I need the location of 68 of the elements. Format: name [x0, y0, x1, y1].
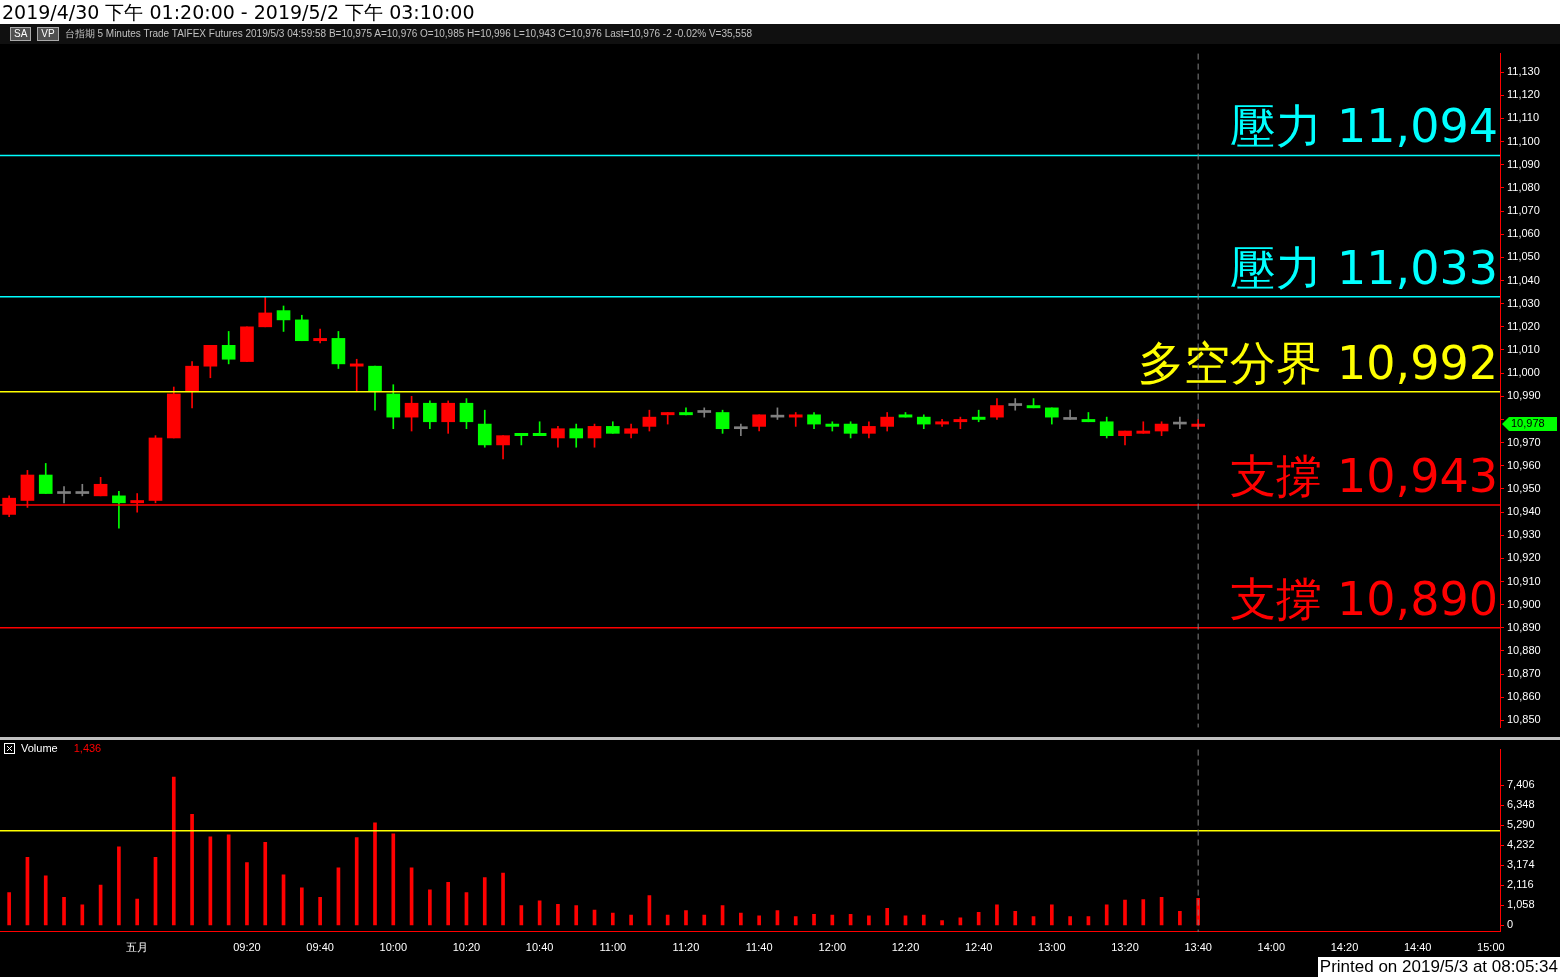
x-tick-label: 11:40	[745, 941, 773, 954]
ref-line-label: 壓力 11,033	[1230, 240, 1498, 295]
x-tick-label: 14:40	[1403, 941, 1432, 954]
y-tick-label: 1,058	[1507, 898, 1535, 911]
ref-line-label: 多空分界 10,992	[1138, 335, 1498, 390]
y-tick-label: 11,130	[1507, 65, 1540, 78]
x-tick-label: 12:00	[818, 941, 847, 954]
y-tick-label: 10,870	[1507, 667, 1541, 680]
ref-line-label: 壓力 11,094	[1230, 99, 1498, 154]
y-tick-label: 11,010	[1507, 343, 1540, 356]
y-tick-label: 11,120	[1507, 88, 1540, 101]
y-tick-label: 11,020	[1507, 319, 1540, 332]
text: 10,978	[1511, 417, 1545, 430]
y-tick-label: 10,900	[1507, 597, 1541, 610]
y-tick-label: 10,940	[1507, 505, 1541, 518]
text: VP	[37, 27, 59, 41]
x-tick-label: 09:20	[233, 941, 261, 954]
y-tick-label: 11,000	[1507, 366, 1540, 379]
text: Printed on 2019/5/3 at 08:05:34	[1317, 957, 1560, 977]
y-tick-label: 10,910	[1507, 574, 1541, 587]
y-tick-label: 10,850	[1507, 713, 1541, 726]
y-tick-label: 10,990	[1507, 389, 1541, 402]
y-tick-label: 10,960	[1507, 458, 1541, 471]
chart-title: Volume	[21, 742, 58, 754]
y-tick-label: 7,406	[1507, 778, 1535, 791]
y-tick-label: 10,860	[1507, 690, 1541, 703]
y-tick-label: 4,232	[1507, 838, 1535, 851]
y-tick-label: 10,920	[1507, 551, 1541, 564]
x-tick-label: 10:40	[525, 941, 554, 954]
x-tick-label: 12:20	[891, 941, 920, 954]
x-tick-label: 五月	[126, 941, 149, 954]
y-tick-label: 11,080	[1507, 180, 1540, 193]
x-tick-label: 10:00	[379, 941, 408, 954]
x-tick-label: 09:40	[306, 941, 334, 954]
y-tick-label: 10,880	[1507, 644, 1541, 657]
y-tick-label: 11,070	[1507, 204, 1540, 217]
y-tick-label: 11,040	[1507, 273, 1540, 286]
y-tick-label: 10,950	[1507, 481, 1541, 494]
y-tick-label: 10,930	[1507, 528, 1541, 541]
y-tick-label: 3,174	[1507, 858, 1535, 871]
y-tick-label: 11,090	[1507, 157, 1540, 170]
x-tick-label: 14:20	[1330, 941, 1359, 954]
x-tick-label: 13:00	[1038, 941, 1066, 954]
y-tick-label: 2,116	[1507, 878, 1534, 891]
x-tick-label: 11:20	[672, 941, 700, 954]
y-tick-label: 11,110	[1507, 111, 1540, 124]
ref-line-label: 支撐 10,890	[1230, 571, 1498, 626]
x-tick-label: 11:00	[599, 941, 627, 954]
y-tick-label: 11,030	[1507, 296, 1540, 309]
x-tick-label: 12:40	[964, 941, 993, 954]
x-tick-label: 13:40	[1184, 941, 1212, 954]
text: SA	[10, 27, 32, 41]
y-tick-label: 11,050	[1507, 250, 1540, 263]
x-tick-label: 10:20	[452, 941, 481, 954]
ref-line-label: 支撐 10,943	[1230, 449, 1498, 504]
chart-title: 2019/4/30 下午 01:20:00 - 2019/5/2 下午 03:10:00	[0, 0, 1560, 24]
y-tick-label: 10,970	[1507, 435, 1541, 448]
y-tick-label: 11,060	[1507, 227, 1540, 240]
y-tick-label: 11,100	[1507, 134, 1540, 147]
x-tick-label: 13:20	[1111, 941, 1139, 954]
y-tick-label: 0	[1507, 918, 1514, 931]
x-tick-label: 14:00	[1257, 941, 1286, 954]
annotation: 1,436	[73, 742, 102, 754]
chart-subtitle: 台指期 5 Minutes Trade TAIFEX Futures 2019/5/3 04:59:58 B=10,975 A=10,976 O=10,985 H=10,996 L=10,943 C=10,976 Last=10,976 -2 -0.02% V=35,558	[64, 27, 753, 41]
y-tick-label: 6,348	[1507, 798, 1535, 811]
x-tick-label: 15:00	[1477, 941, 1505, 954]
y-tick-label: 5,290	[1507, 818, 1535, 831]
y-tick-label: 10,890	[1507, 620, 1541, 633]
